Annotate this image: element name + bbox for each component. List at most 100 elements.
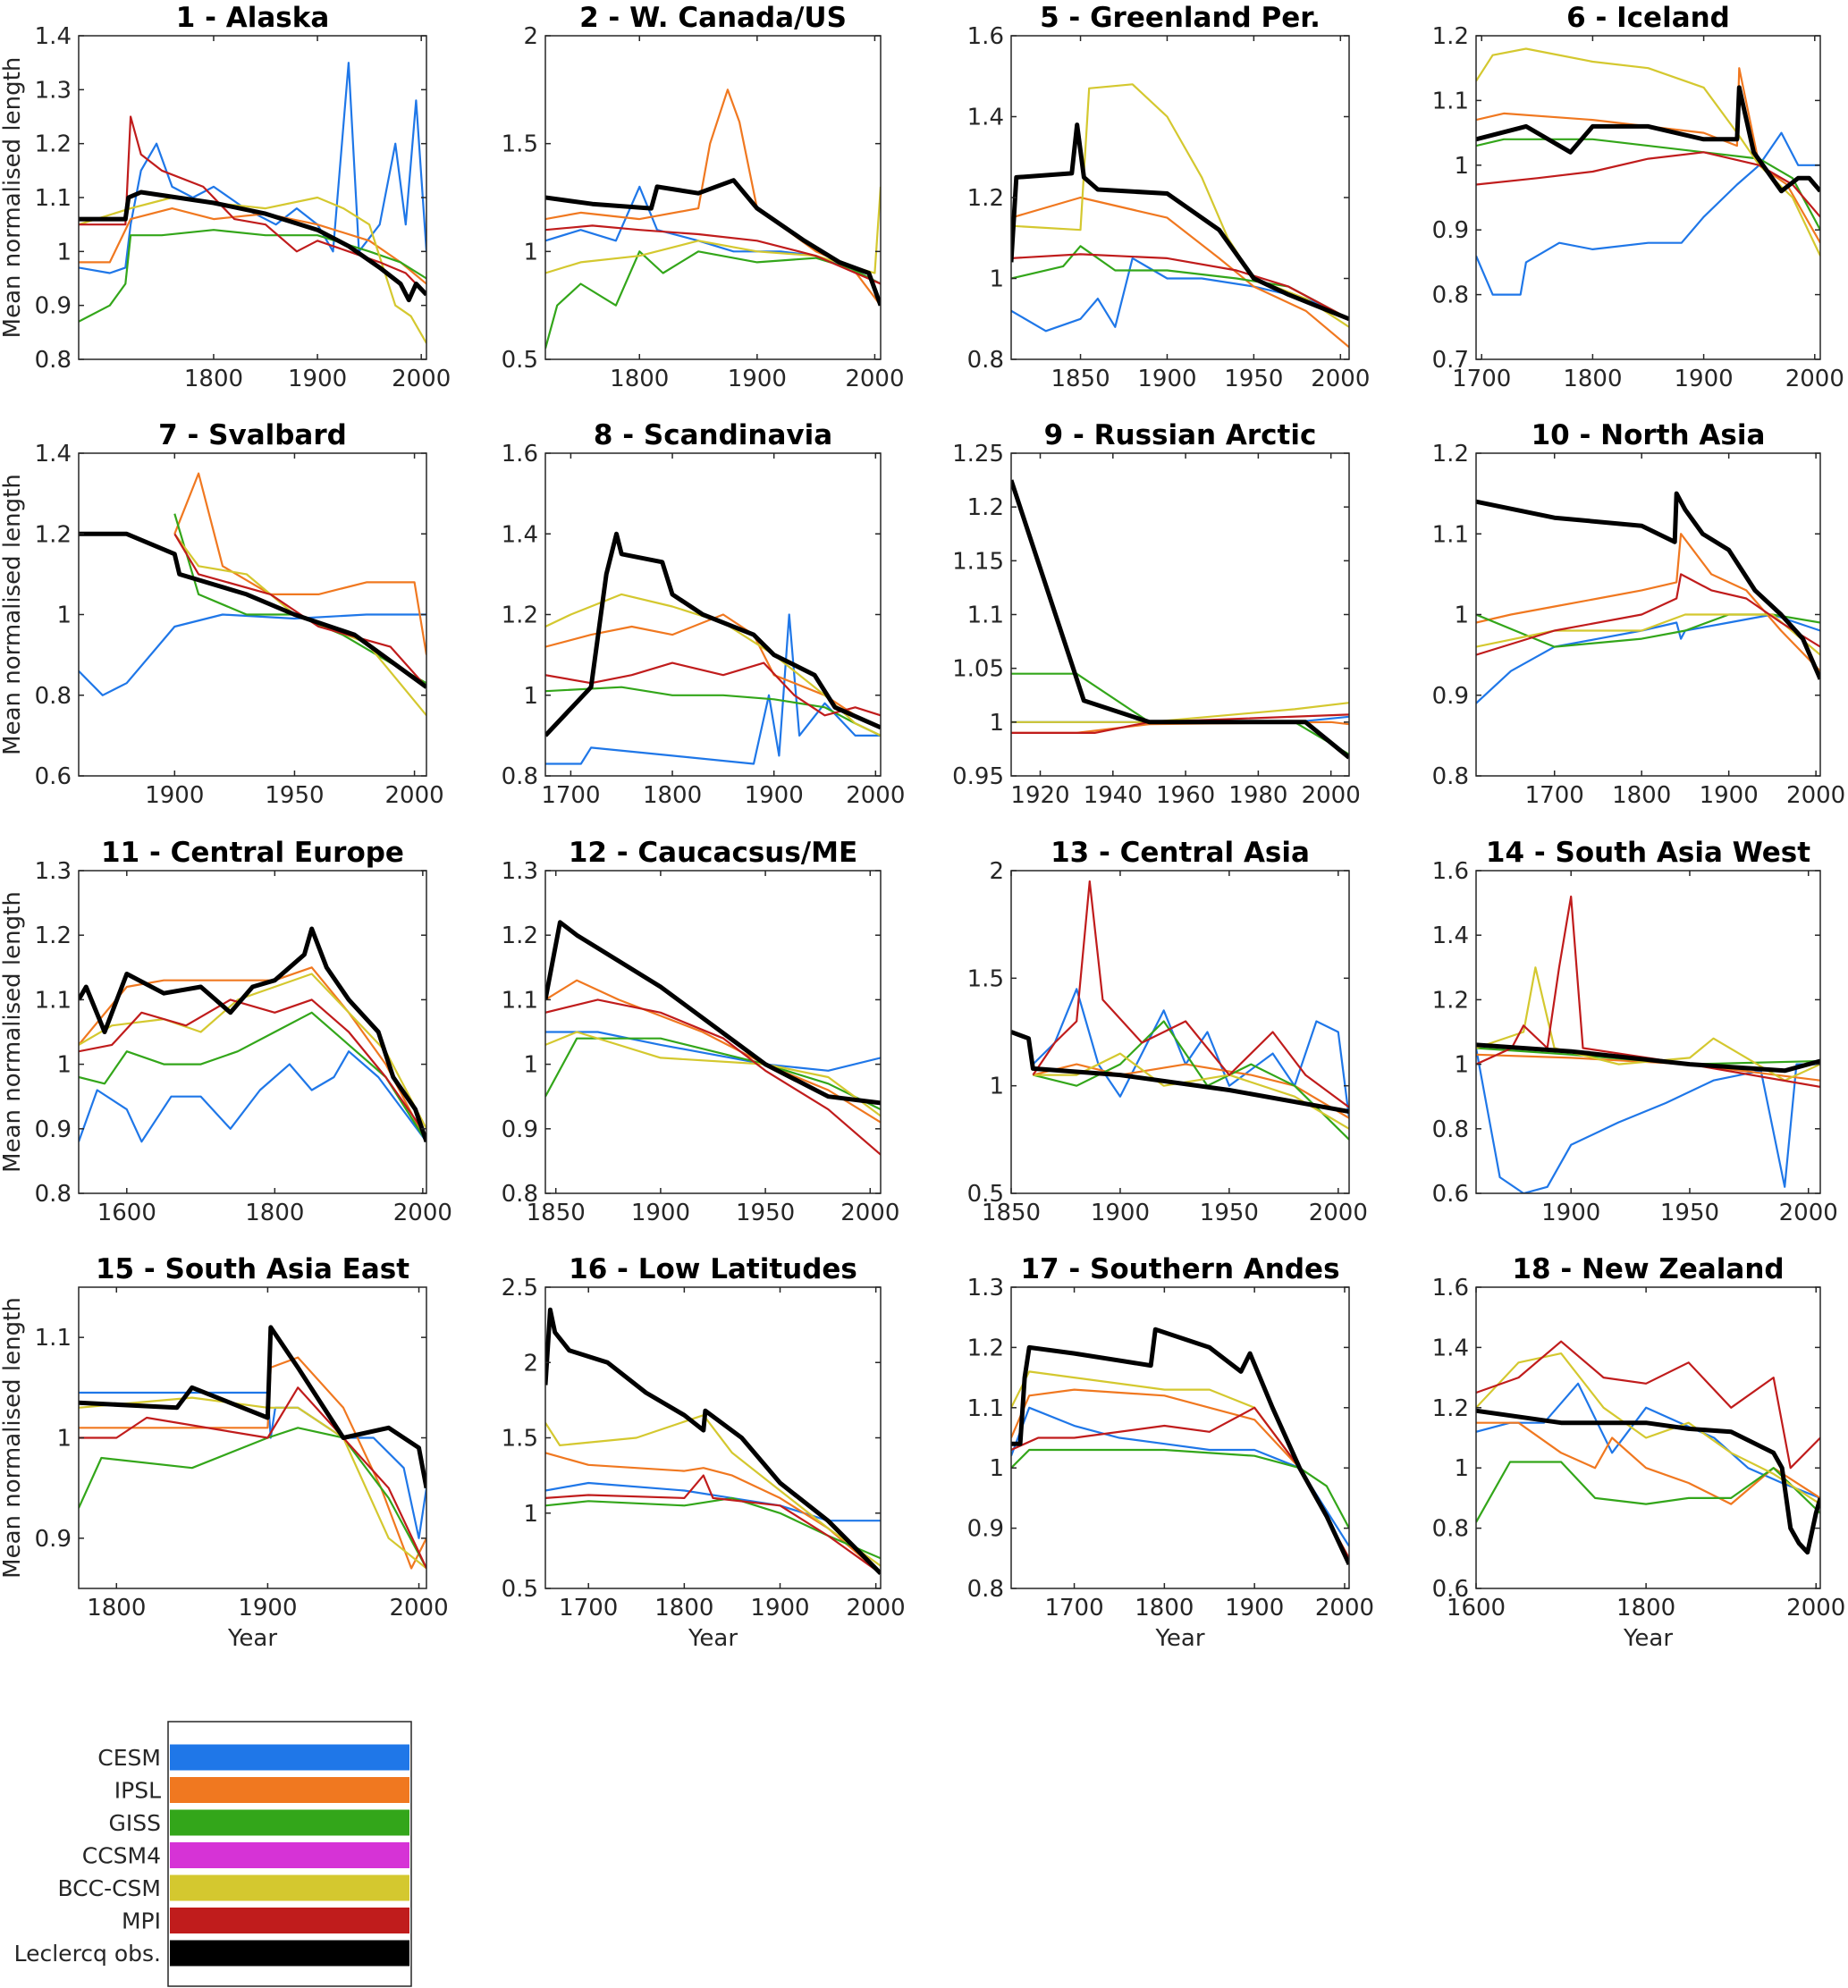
x-tick-label: 1800 — [1135, 1595, 1194, 1622]
series-line-leclercq-obs — [1011, 1030, 1349, 1114]
x-tick-label: 1800 — [654, 1595, 713, 1622]
subplot: 1800 1900 2000 0.9 1 1.1 15 - South Asia East M… — [0, 1253, 449, 1652]
series-line-mpi — [79, 998, 426, 1136]
y-tick-label: 1.6 — [502, 441, 538, 468]
y-tick-label: 0.9 — [35, 1116, 72, 1143]
y-tick-label: 1 — [989, 266, 1004, 293]
axes-frame — [1475, 1286, 1821, 1589]
legend-swatch — [170, 1940, 409, 1967]
y-tick-label: 1.2 — [1432, 1395, 1469, 1422]
x-tick-label: 2000 — [393, 1200, 452, 1226]
subplot-title: 11 - Central Europe — [101, 837, 404, 869]
y-tick-label: 0.8 — [1432, 1516, 1469, 1543]
y-tick-label: 1.2 — [967, 1335, 1004, 1361]
y-tick-label: 0.5 — [967, 1181, 1004, 1208]
series-line-leclercq-obs — [545, 920, 881, 1106]
x-tick-label: 2000 — [1786, 782, 1845, 809]
y-tick-label: 2 — [523, 1350, 538, 1377]
series-line-bcc-csm — [545, 1414, 881, 1567]
series-line-giss — [545, 1037, 881, 1111]
axes-frame — [1010, 870, 1350, 1194]
y-tick-label: 1.3 — [35, 77, 72, 104]
plot-area — [79, 871, 426, 1193]
series-line-bcc-csm — [79, 196, 426, 344]
y-tick-label: 0.8 — [502, 763, 538, 790]
series-line-mpi — [79, 115, 426, 296]
y-tick-label: 1.4 — [967, 105, 1004, 131]
x-tick-label: 1700 — [1044, 1595, 1103, 1622]
y-tick-label: 0.8 — [35, 683, 72, 710]
x-tick-label: 1800 — [610, 366, 669, 392]
y-tick-label: 1.2 — [35, 131, 72, 158]
x-tick-label: 1900 — [145, 782, 204, 809]
y-tick-label: 0.6 — [35, 763, 72, 790]
legend-swatch — [170, 1809, 409, 1836]
x-tick-label: 1950 — [1200, 1200, 1259, 1226]
series-line-mpi — [545, 998, 881, 1156]
subplot: 1920 1940 1960 1980 2000 0.95 1 1.05 1.1 1.15 1.2 1… — [952, 419, 1361, 809]
subplot-title: 2 - W. Canada/US — [579, 2, 847, 34]
legend: CESM IPSL GISS CCSM4 BCC-CSM MPI Leclercq obs. — [14, 1721, 412, 1987]
series-line-leclercq-obs — [545, 178, 881, 307]
y-tick-label: 1 — [523, 1501, 538, 1528]
subplot-title: 10 - North Asia — [1532, 419, 1766, 451]
y-tick-label: 2.5 — [502, 1275, 538, 1301]
y-tick-label: 1.6 — [967, 23, 1004, 50]
y-tick-label: 1.5 — [967, 965, 1004, 992]
y-tick-label: 0.8 — [35, 347, 72, 374]
y-tick-label: 0.8 — [35, 1181, 72, 1208]
y-tick-label: 1 — [989, 1074, 1004, 1100]
y-tick-label: 1.5 — [502, 131, 538, 158]
y-tick-label: 1 — [1454, 153, 1469, 180]
subplot-title: 16 - Low Latitudes — [569, 1253, 857, 1285]
series-line-giss — [79, 1011, 426, 1142]
y-tick-label: 0.9 — [502, 1116, 538, 1143]
series-line-ipsl — [1476, 533, 1820, 672]
series-line-cesm — [1476, 613, 1820, 704]
x-tick-label: 1700 — [1525, 782, 1584, 809]
y-tick-label: 1.4 — [35, 441, 72, 468]
subplot: 1800 1900 2000 0.5 1 1.5 2 2 - W. Canada/US — [502, 2, 905, 392]
plot-area — [1011, 871, 1349, 1193]
y-tick-label: 1 — [989, 1455, 1004, 1482]
series-line-leclercq-obs — [79, 531, 426, 689]
x-tick-label: 1850 — [982, 1200, 1041, 1226]
series-line-cesm — [79, 613, 426, 696]
series-line-ipsl — [545, 979, 881, 1124]
y-tick-label: 1.2 — [502, 922, 538, 949]
plot-area — [1476, 871, 1820, 1193]
x-tick-label: 1900 — [750, 1595, 809, 1622]
y-tick-label: 0.9 — [1432, 683, 1469, 710]
y-axis-label: Mean normalised length — [0, 57, 26, 339]
x-tick-label: 1900 — [288, 366, 347, 392]
axes-frame — [1475, 870, 1821, 1194]
x-tick-label: 1850 — [527, 1200, 586, 1226]
y-tick-label: 0.5 — [502, 1576, 538, 1603]
legend-swatch — [170, 1744, 409, 1771]
legend-label: BCC-CSM — [57, 1875, 161, 1901]
series-line-leclercq-obs — [1476, 85, 1820, 194]
x-tick-label: 2000 — [847, 1595, 906, 1622]
subplot: 1600 1800 2000 0.6 0.8 1 1.2 1.4 1.6 18 - New Zea… — [1432, 1253, 1846, 1652]
y-tick-label: 1 — [1454, 602, 1469, 629]
x-tick-label: 1800 — [1563, 366, 1622, 392]
axes-frame — [544, 870, 882, 1194]
legend-swatch — [170, 1842, 409, 1868]
y-tick-label: 1.1 — [35, 987, 72, 1014]
subplot: 1850 1900 1950 2000 0.8 0.9 1 1.1 1.2 1.3 12 - Cau… — [502, 837, 900, 1226]
y-tick-label: 2 — [989, 858, 1004, 885]
subplot-title: 14 - South Asia West — [1486, 837, 1810, 869]
x-tick-label: 2000 — [1302, 782, 1361, 809]
x-tick-label: 1900 — [745, 782, 804, 809]
series-line-mpi — [79, 1386, 426, 1569]
plot-area — [1011, 453, 1349, 776]
series-line-cesm — [545, 613, 881, 765]
subplot: 1900 1950 2000 0.6 0.8 1 1.2 1.4 7 - Svalbard Mea… — [0, 419, 444, 809]
x-tick-label: 2000 — [1315, 1595, 1374, 1622]
axes-frame — [78, 870, 427, 1194]
subplot-title: 5 - Greenland Per. — [1040, 2, 1321, 34]
x-tick-label: 1800 — [87, 1595, 146, 1622]
y-tick-label: 1.5 — [502, 1426, 538, 1453]
series-line-bcc-csm — [79, 1396, 426, 1570]
y-tick-label: 1 — [523, 1052, 538, 1079]
